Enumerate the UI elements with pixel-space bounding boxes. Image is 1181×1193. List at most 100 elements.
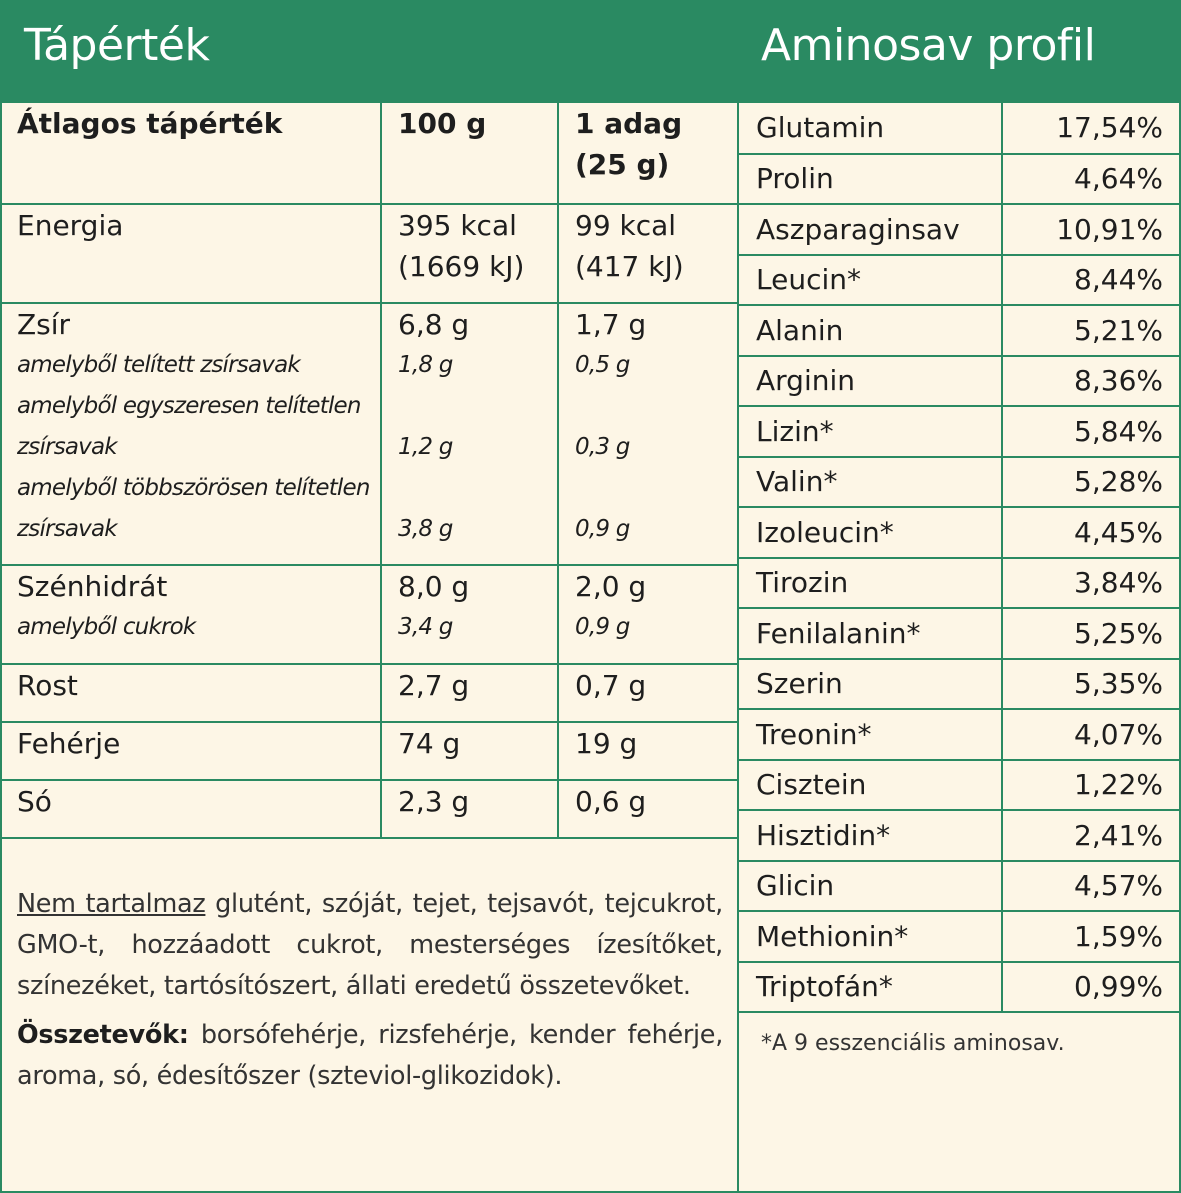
table-row: Prolin 4,64% bbox=[739, 153, 1179, 205]
amino-name: Triptofán* bbox=[739, 961, 1003, 1013]
amino-value: 10,91% bbox=[1002, 204, 1179, 256]
amino-value: 4,57% bbox=[1002, 860, 1179, 912]
amino-value: 5,25% bbox=[1002, 608, 1179, 660]
salt-per100: 2,3 g bbox=[398, 785, 470, 818]
protein-per100: 74 g bbox=[398, 727, 461, 760]
fat-mono-per100: 1,2 g bbox=[398, 434, 453, 460]
amino-value: 3,84% bbox=[1002, 557, 1179, 609]
amino-name: Fenilalanin* bbox=[739, 608, 1003, 660]
amino-name: Glicin bbox=[739, 860, 1003, 912]
fat-mono-label-2: zsírsavak bbox=[17, 434, 118, 460]
amino-value: 4,45% bbox=[1002, 507, 1179, 559]
nutrition-panel: Tápérték Átlagos tápérték 100 g 1 adag (… bbox=[0, 0, 739, 1193]
energy-portion-kcal: 99 kcal bbox=[575, 209, 677, 242]
table-row: Lizin* 5,84% bbox=[739, 406, 1179, 458]
amino-value: 5,28% bbox=[1002, 456, 1179, 508]
fat-mono-portion: 0,3 g bbox=[575, 434, 630, 460]
table-row: Fenilalanin* 5,25% bbox=[739, 608, 1179, 660]
amino-title: Aminosav profil bbox=[739, 0, 1179, 103]
table-row: Arginin 8,36% bbox=[739, 355, 1179, 407]
fat-poly-portion: 0,9 g bbox=[575, 516, 630, 542]
amino-value: 4,07% bbox=[1002, 709, 1179, 761]
ingredients-text: borsófehérje, rizsfehérje, kender fehérj… bbox=[17, 1020, 723, 1091]
amino-name: Tirozin bbox=[739, 557, 1003, 609]
amino-value: 0,99% bbox=[1002, 961, 1179, 1013]
amino-table: Glutamin 17,54% Prolin 4,64% Aszparaginsav 10… bbox=[739, 103, 1179, 1013]
protein-portion: 19 g bbox=[575, 727, 638, 760]
fat-portion: 1,7 g bbox=[575, 308, 647, 341]
table-row: Triptofán* 0,99% bbox=[739, 961, 1179, 1013]
ingredients-paragraph: Összetevők: borsófehérje, rizsfehérje, k… bbox=[17, 1015, 723, 1097]
amino-value: 5,21% bbox=[1002, 305, 1179, 357]
fat-per100: 6,8 g bbox=[398, 308, 470, 341]
amino-name: Alanin bbox=[739, 305, 1003, 357]
fat-poly-per100: 3,8 g bbox=[398, 516, 453, 542]
fat-label: Zsír bbox=[17, 308, 71, 341]
salt-portion: 0,6 g bbox=[575, 785, 647, 818]
energy-portion-kj: (417 kJ) bbox=[575, 250, 684, 283]
sugar-per100: 3,4 g bbox=[398, 614, 453, 640]
table-row: Cisztein 1,22% bbox=[739, 759, 1179, 811]
carbs-per100: 8,0 g bbox=[398, 570, 470, 603]
protein-label: Fehérje bbox=[17, 727, 121, 760]
amino-name: Lizin* bbox=[739, 406, 1003, 458]
table-row: Tirozin 3,84% bbox=[739, 557, 1179, 609]
amino-value: 8,44% bbox=[1002, 254, 1179, 306]
amino-name: Leucin* bbox=[739, 254, 1003, 306]
amino-value: 5,35% bbox=[1002, 658, 1179, 710]
table-row: Methionin* 1,59% bbox=[739, 911, 1179, 963]
sugar-label: amelyből cukrok bbox=[17, 614, 196, 640]
table-row: Izoleucin* 4,45% bbox=[739, 507, 1179, 559]
sugar-portion: 0,9 g bbox=[575, 614, 630, 640]
amino-name: Hisztidin* bbox=[739, 810, 1003, 862]
table-row: Szénhidrát amelyből cukrok 8,0 g 3,4 g 2… bbox=[2, 565, 739, 665]
fiber-per100: 2,7 g bbox=[398, 669, 470, 702]
table-row: Glutamin 17,54% bbox=[739, 103, 1179, 155]
energy-per100-kcal: 395 kcal bbox=[398, 209, 517, 242]
amino-name: Szerin bbox=[739, 658, 1003, 710]
fiber-label: Rost bbox=[17, 669, 78, 702]
amino-name: Treonin* bbox=[739, 709, 1003, 761]
amino-footnote: *A 9 esszenciális aminosav. bbox=[761, 1031, 1065, 1056]
energy-per100-kj: (1669 kJ) bbox=[398, 250, 525, 283]
header-per100: 100 g bbox=[398, 107, 487, 140]
fat-saturated-portion: 0,5 g bbox=[575, 352, 630, 378]
carbs-label: Szénhidrát bbox=[17, 570, 168, 603]
fat-poly-label-2: zsírsavak bbox=[17, 516, 118, 542]
header-portion-weight: (25 g) bbox=[575, 148, 670, 181]
amino-name: Aszparaginsav bbox=[739, 204, 1003, 256]
free-from-text: glutént, szóját, tejet, tejsavót, tejcuk… bbox=[17, 889, 723, 1001]
table-row: Alanin 5,21% bbox=[739, 305, 1179, 357]
table-row: Só 2,3 g 0,6 g bbox=[2, 780, 739, 839]
table-row: Glicin 4,57% bbox=[739, 860, 1179, 912]
ingredients-label: Összetevők: bbox=[17, 1020, 189, 1050]
salt-label: Só bbox=[17, 785, 52, 818]
fat-saturated-label: amelyből telített zsírsavak bbox=[17, 352, 301, 378]
amino-value: 2,41% bbox=[1002, 810, 1179, 862]
amino-name: Izoleucin* bbox=[739, 507, 1003, 559]
amino-value: 1,22% bbox=[1002, 759, 1179, 811]
table-row: Aszparaginsav 10,91% bbox=[739, 204, 1179, 256]
table-row: Zsír amelyből telített zsírsavak amelybő… bbox=[2, 303, 739, 566]
table-row: Leucin* 8,44% bbox=[739, 254, 1179, 306]
panel-divider bbox=[737, 0, 739, 1193]
fat-saturated-per100: 1,8 g bbox=[398, 352, 453, 378]
amino-name: Methionin* bbox=[739, 911, 1003, 963]
nutrition-table: Átlagos tápérték 100 g 1 adag (25 g) Ene… bbox=[2, 103, 739, 839]
amino-value: 8,36% bbox=[1002, 355, 1179, 407]
table-row: Valin* 5,28% bbox=[739, 456, 1179, 508]
table-row: Szerin 5,35% bbox=[739, 658, 1179, 710]
free-from-label: Nem tartalmaz bbox=[17, 889, 206, 919]
product-notes: Nem tartalmaz glutént, szóját, tejet, te… bbox=[17, 884, 723, 1097]
header-portion: 1 adag bbox=[575, 107, 683, 140]
amino-name: Prolin bbox=[739, 153, 1003, 205]
amino-panel: Aminosav profil Glutamin 17,54% Prolin 4,64… bbox=[739, 0, 1181, 1193]
carbs-portion: 2,0 g bbox=[575, 570, 647, 603]
header-label: Átlagos tápérték bbox=[17, 107, 283, 140]
amino-value: 17,54% bbox=[1002, 103, 1179, 155]
table-row: Hisztidin* 2,41% bbox=[739, 810, 1179, 862]
amino-name: Arginin bbox=[739, 355, 1003, 407]
amino-value: 4,64% bbox=[1002, 153, 1179, 205]
amino-value: 5,84% bbox=[1002, 406, 1179, 458]
nutrition-title: Tápérték bbox=[2, 0, 737, 103]
